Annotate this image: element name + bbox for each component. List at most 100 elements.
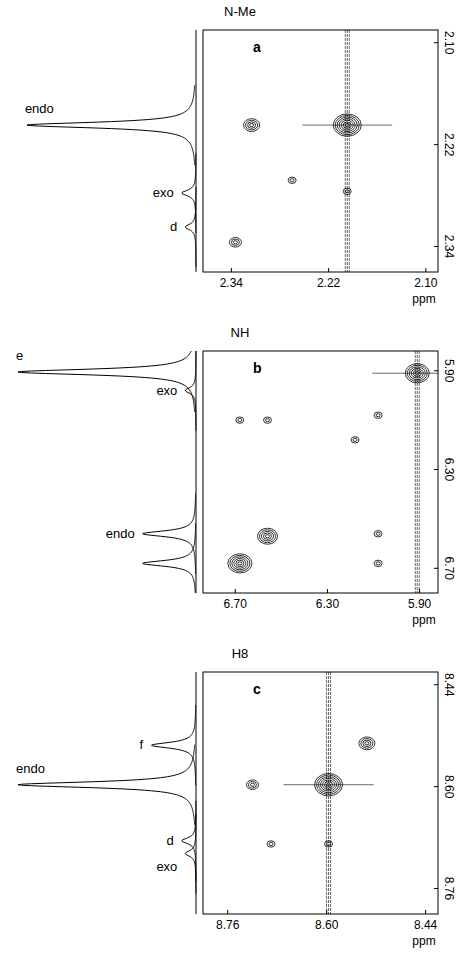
contour-level (290, 179, 294, 182)
contour-level (365, 742, 369, 745)
peak-label: e (16, 348, 23, 363)
plot-frame (203, 351, 438, 593)
x-tick-label: 5.90 (408, 597, 432, 611)
spectrum-peak (143, 523, 196, 593)
contour-level (246, 120, 258, 130)
y-tick (434, 144, 438, 145)
contour-group (229, 30, 392, 272)
contour-level (374, 531, 382, 537)
contour-level (337, 117, 357, 133)
contour-level (266, 535, 270, 538)
cross-peak (267, 841, 275, 847)
spectrum-baseline (196, 351, 197, 593)
contour-level (258, 528, 278, 544)
contour-level (327, 842, 331, 845)
contour-level (339, 119, 355, 132)
contour-level (267, 841, 275, 847)
y-tick-label: 2.34 (442, 235, 456, 259)
cross-peak (264, 417, 272, 423)
contour-level (238, 562, 242, 565)
panel-title: NH (231, 325, 250, 340)
cross-peak (284, 672, 374, 914)
x-tick (227, 910, 228, 914)
contour-level (288, 177, 296, 183)
contour-level (351, 437, 359, 443)
panel-letter: c (253, 681, 261, 697)
contour-level (232, 557, 248, 570)
x-tick (231, 268, 232, 272)
peak-label: f (140, 737, 144, 752)
contour-level (319, 777, 339, 793)
spectrum-peak (185, 814, 196, 894)
contour-level (244, 119, 260, 132)
cross-peak (374, 412, 382, 418)
contour-level (327, 783, 331, 786)
contour-level (374, 560, 382, 566)
ridge (345, 30, 346, 272)
panel-title: H8 (232, 646, 249, 661)
x-tick-label: 8.60 (315, 918, 339, 932)
spectrum-peak (185, 187, 196, 267)
y-tick (434, 568, 438, 569)
y-tick (434, 469, 438, 470)
ridge (415, 351, 416, 593)
contour-level (315, 774, 343, 796)
contour-level (246, 780, 258, 790)
ridge (419, 351, 420, 593)
x-tick-label: 6.70 (224, 597, 248, 611)
y-tick (434, 786, 438, 787)
ridge (284, 784, 374, 785)
contour-level (264, 533, 272, 539)
peak-label: endo (106, 526, 135, 541)
y-tick-label: 2.10 (442, 31, 456, 55)
contour-level (374, 412, 382, 418)
panel: N-Me2.342.222.102.102.222.34ppmendoexoda (25, 4, 456, 306)
contour-level (335, 116, 359, 135)
contour-level (376, 532, 380, 535)
contour-level (341, 120, 353, 130)
plot-frame (203, 672, 438, 914)
spectrum-peak (18, 351, 195, 412)
contour-level (264, 417, 272, 423)
contour-level (409, 367, 425, 380)
spectrum-group (27, 30, 196, 272)
contour-level (343, 188, 351, 194)
ridge (302, 125, 392, 126)
contour-level (231, 239, 239, 245)
contour-level (345, 124, 349, 127)
contour-level (236, 417, 244, 423)
cross-peak (351, 437, 359, 443)
contour-level (353, 438, 357, 441)
contour-level (229, 237, 241, 247)
contour-level (317, 775, 341, 794)
cross-peak (372, 351, 438, 593)
cross-peak (236, 417, 244, 423)
cross-peak (325, 841, 333, 847)
cross-peak (359, 737, 375, 750)
panel: H88.768.608.448.448.608.76ppmfendodexoc (16, 646, 456, 948)
y-tick (434, 888, 438, 889)
peak-label: endo (25, 101, 54, 116)
y-tick-label: 6.30 (442, 458, 456, 482)
contour-level (405, 364, 429, 383)
x-tick (425, 910, 426, 914)
y-tick-label: 8.76 (442, 877, 456, 901)
ridge (347, 30, 348, 272)
x-tick-label: 2.10 (414, 276, 438, 290)
contour-level (260, 530, 276, 543)
peak-label: d (170, 219, 177, 234)
y-tick-label: 8.44 (442, 673, 456, 697)
x-tick (328, 268, 329, 272)
y-tick (434, 684, 438, 685)
contour-level (228, 554, 252, 573)
cross-peak (228, 554, 252, 573)
figure: N-Me2.342.222.102.102.222.34ppmendoexoda… (0, 0, 462, 963)
contour-level (230, 555, 250, 571)
spectrum-peak (152, 705, 196, 785)
contour-level (376, 414, 380, 417)
panel-letter: b (253, 360, 262, 376)
x-axis-label: ppm (412, 613, 435, 627)
contour-level (323, 780, 335, 790)
ridge (417, 351, 418, 593)
spectrum-group (18, 672, 196, 914)
